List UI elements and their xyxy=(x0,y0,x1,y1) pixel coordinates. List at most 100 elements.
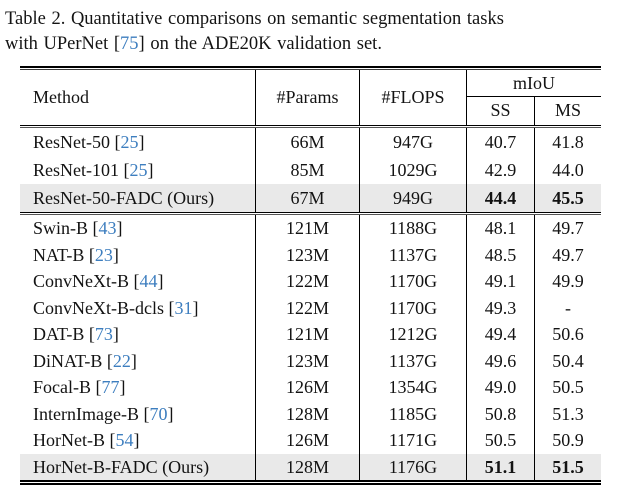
method-cell: ResNet-101 [25] xyxy=(20,156,256,184)
column-header-flops: #FLOPS xyxy=(360,70,467,125)
ms-cell: 49.7 xyxy=(552,244,584,265)
caption-line-2: with UPerNet [75] on the ADE20K validati… xyxy=(5,32,619,57)
citation-link[interactable]: 44 xyxy=(139,271,158,291)
table-row: DiNAT-B [22] 123M 1137G 49.6 50.4 xyxy=(20,347,601,374)
flops-cell: 1176G xyxy=(360,453,467,480)
flops-cell: 1029G xyxy=(360,156,467,184)
method-cell: ConvNeXt-B-dcls [31] xyxy=(20,294,256,321)
flops-cell: 1354G xyxy=(360,374,467,401)
ms-cell: - xyxy=(565,297,571,318)
header-separator-rule xyxy=(20,125,601,128)
ss-cell: 40.7 xyxy=(467,128,535,156)
method-cell: HorNet-B-FADC (Ours) xyxy=(20,453,256,480)
method-cell: NAT-B [23] xyxy=(20,241,256,268)
params-cell: 128M xyxy=(256,453,360,480)
ms-cell: 51.5 xyxy=(552,456,584,477)
params-cell: 121M xyxy=(256,215,360,242)
citation-link[interactable]: 73 xyxy=(94,324,113,344)
table-row: Swin-B [43] 121M 1188G 48.1 49.7 xyxy=(20,215,601,242)
ss-cell: 48.5 xyxy=(467,241,535,268)
table-row: HorNet-B [54] 126M 1171G 50.5 50.9 xyxy=(20,427,601,454)
flops-cell: 1188G xyxy=(360,215,467,242)
ms-cell: 50.9 xyxy=(552,430,584,450)
flops-cell: 1171G xyxy=(360,427,467,454)
miou-subheaders: SS MS xyxy=(467,97,601,125)
params-cell: 128M xyxy=(256,400,360,427)
method-cell: Swin-B [43] xyxy=(20,215,256,242)
table-row: InternImage-B [70] 128M 1185G 50.8 51.3 xyxy=(20,400,601,427)
citation-link[interactable]: 22 xyxy=(112,350,131,371)
flops-cell: 1185G xyxy=(360,400,467,427)
params-cell: 121M xyxy=(256,321,360,348)
citation-link[interactable]: 25 xyxy=(129,160,148,180)
method-cell: HorNet-B [54] xyxy=(20,427,256,454)
params-cell: 126M xyxy=(256,427,360,454)
params-cell: 122M xyxy=(256,294,360,321)
table-row: ConvNeXt-B [44] 122M 1170G 49.1 49.9 xyxy=(20,268,601,295)
column-header-params: #Params xyxy=(256,70,360,125)
ss-cell: 50.5 xyxy=(467,427,535,454)
flops-cell: 1170G xyxy=(360,268,467,295)
table-row: ResNet-101 [25] 85M 1029G 42.9 44.0 xyxy=(20,156,601,184)
table-row: DAT-B [73] 121M 1212G 49.4 50.6 xyxy=(20,321,601,348)
ms-cell: 50.5 xyxy=(552,377,584,397)
citation-link[interactable]: 77 xyxy=(101,377,120,397)
ss-cell: 42.9 xyxy=(467,156,535,184)
params-cell: 85M xyxy=(256,156,360,184)
ss-cell: 49.0 xyxy=(467,374,535,401)
citation-link[interactable]: 43 xyxy=(98,218,117,238)
column-header-ss: SS xyxy=(467,97,535,125)
citation-link[interactable]: 23 xyxy=(94,244,113,265)
ms-cell: 41.8 xyxy=(552,132,584,152)
citation-link[interactable]: 70 xyxy=(149,403,168,424)
flops-cell: 1137G xyxy=(360,241,467,268)
flops-cell: 1170G xyxy=(360,294,467,321)
citation-link[interactable]: 31 xyxy=(174,297,193,318)
column-header-miou-group: mIoU SS MS xyxy=(467,70,601,125)
ss-cell: 51.1 xyxy=(467,453,535,480)
citation-link[interactable]: 54 xyxy=(115,430,134,450)
params-cell: 67M xyxy=(256,184,360,212)
params-cell: 66M xyxy=(256,128,360,156)
method-cell: DiNAT-B [22] xyxy=(20,347,256,374)
citation-link[interactable]: 75 xyxy=(120,34,139,54)
table-row-ours-highlighted: ResNet-50-FADC (Ours) 67M 949G 44.4 45.5 xyxy=(20,184,601,212)
ms-cell: 45.5 xyxy=(552,188,584,208)
results-table: Method #Params #FLOPS mIoU SS MS ResNet-… xyxy=(20,66,601,485)
table-caption: Table 2. Quantitative comparisons on sem… xyxy=(0,0,623,57)
caption-text: ] on the ADE20K validation set. xyxy=(138,34,382,54)
flops-cell: 1137G xyxy=(360,347,467,374)
column-header-method: Method xyxy=(20,70,256,125)
ss-cell: 49.1 xyxy=(467,268,535,295)
table-row: ConvNeXt-B-dcls [31] 122M 1170G 49.3 - xyxy=(20,294,601,321)
column-header-ms: MS xyxy=(554,100,581,120)
params-cell: 123M xyxy=(256,347,360,374)
table-row: Focal-B [77] 126M 1354G 49.0 50.5 xyxy=(20,374,601,401)
ss-cell: 48.1 xyxy=(467,215,535,242)
backbone-group: Swin-B [43] 121M 1188G 48.1 49.7 NAT-B [… xyxy=(20,215,601,480)
table-bottom-rule xyxy=(20,480,601,485)
method-cell: ConvNeXt-B [44] xyxy=(20,268,256,295)
method-cell: ResNet-50 [25] xyxy=(20,128,256,156)
ss-cell: 49.3 xyxy=(467,294,535,321)
ms-cell: 50.4 xyxy=(552,350,584,371)
method-cell: ResNet-50-FADC (Ours) xyxy=(20,184,256,212)
caption-line-1: Table 2. Quantitative comparisons on sem… xyxy=(5,9,504,29)
resnet-group: ResNet-50 [25] 66M 947G 40.7 41.8 ResNet… xyxy=(20,128,601,212)
citation-link[interactable]: 25 xyxy=(120,132,139,152)
params-cell: 123M xyxy=(256,241,360,268)
params-cell: 122M xyxy=(256,268,360,295)
method-cell: DAT-B [73] xyxy=(20,321,256,348)
ms-cell: 50.6 xyxy=(552,324,584,344)
group-separator-rule xyxy=(20,212,601,215)
flops-cell: 949G xyxy=(360,184,467,212)
ms-cell: 49.7 xyxy=(552,218,584,238)
ms-cell: 44.0 xyxy=(552,160,584,180)
ss-cell: 44.4 xyxy=(467,184,535,212)
table-row-ours-highlighted: HorNet-B-FADC (Ours) 128M 1176G 51.1 51.… xyxy=(20,453,601,480)
table-top-rule xyxy=(20,66,601,70)
column-header-miou: mIoU xyxy=(467,70,601,97)
table-header: Method #Params #FLOPS mIoU SS MS xyxy=(20,70,601,125)
table-row: NAT-B [23] 123M 1137G 48.5 49.7 xyxy=(20,241,601,268)
